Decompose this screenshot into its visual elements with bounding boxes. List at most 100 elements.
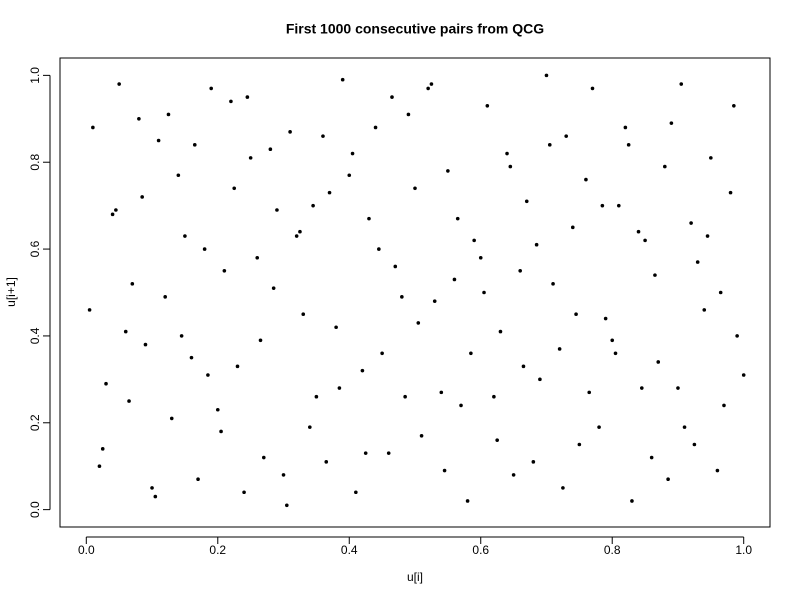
point <box>123 329 128 334</box>
point <box>626 143 631 147</box>
point <box>192 143 197 147</box>
point <box>275 208 279 212</box>
point <box>544 73 549 78</box>
point <box>390 95 394 99</box>
point <box>104 381 108 386</box>
point <box>426 86 430 91</box>
point <box>163 295 167 299</box>
point <box>709 156 713 160</box>
point <box>258 338 263 343</box>
point <box>166 112 171 117</box>
point <box>689 221 693 225</box>
chart-title: First 1000 consecutive pairs from QCG <box>286 21 544 37</box>
point <box>574 312 578 317</box>
point <box>334 325 338 330</box>
point <box>232 186 237 191</box>
point <box>492 394 496 399</box>
point <box>640 386 644 390</box>
point <box>616 203 621 208</box>
point <box>87 308 92 312</box>
point <box>130 282 135 286</box>
point <box>446 169 450 173</box>
point <box>636 229 641 234</box>
point <box>189 355 194 360</box>
point <box>498 329 503 334</box>
point <box>682 425 687 429</box>
point <box>261 455 266 460</box>
point <box>298 229 302 234</box>
point <box>597 425 601 429</box>
point <box>649 455 654 460</box>
point <box>465 499 470 503</box>
point <box>403 394 407 399</box>
point <box>511 473 516 477</box>
point <box>653 273 657 277</box>
point <box>518 268 522 273</box>
point <box>209 86 214 91</box>
point <box>600 203 605 208</box>
point <box>587 390 592 395</box>
point <box>728 190 733 195</box>
point <box>100 447 105 451</box>
point <box>695 260 700 264</box>
y-tick-label: 0.8 <box>28 154 42 171</box>
point <box>400 295 404 299</box>
point <box>156 138 161 143</box>
point <box>97 464 102 469</box>
point <box>150 486 154 490</box>
point <box>285 503 289 508</box>
point <box>603 316 608 321</box>
point <box>472 238 476 243</box>
point <box>478 255 483 260</box>
point <box>452 277 457 282</box>
point <box>294 234 299 238</box>
point <box>406 112 411 117</box>
point <box>722 403 726 408</box>
point <box>354 490 358 495</box>
point <box>308 425 312 429</box>
y-tick-label: 0.4 <box>28 327 42 344</box>
point <box>176 173 181 178</box>
point <box>386 451 391 455</box>
point <box>485 103 490 108</box>
point <box>718 290 723 295</box>
point <box>222 268 227 273</box>
x-tick-label: 0.4 <box>341 543 358 557</box>
plot-box <box>59 57 771 528</box>
point <box>380 351 384 356</box>
point <box>219 429 223 434</box>
point <box>91 125 95 130</box>
point <box>363 451 368 455</box>
point <box>117 82 121 86</box>
point <box>459 403 463 408</box>
point <box>495 438 499 442</box>
point <box>314 394 319 399</box>
point <box>439 390 444 395</box>
point <box>377 247 381 251</box>
point <box>630 499 634 503</box>
point <box>196 477 200 482</box>
point <box>327 190 332 195</box>
point <box>702 308 707 312</box>
point <box>245 95 250 99</box>
point <box>110 212 115 217</box>
point <box>570 225 575 230</box>
point <box>524 199 529 204</box>
point <box>301 312 306 317</box>
y-tick-label: 0.2 <box>28 414 42 431</box>
point <box>442 468 447 473</box>
point <box>643 238 647 243</box>
point <box>613 351 618 356</box>
point <box>347 173 352 178</box>
point <box>741 373 746 377</box>
point <box>169 416 174 421</box>
point <box>413 186 417 191</box>
point <box>143 342 148 347</box>
point <box>564 134 569 138</box>
point <box>623 125 628 130</box>
point <box>367 216 371 221</box>
point <box>429 82 434 86</box>
point <box>482 290 486 295</box>
point <box>248 156 253 160</box>
